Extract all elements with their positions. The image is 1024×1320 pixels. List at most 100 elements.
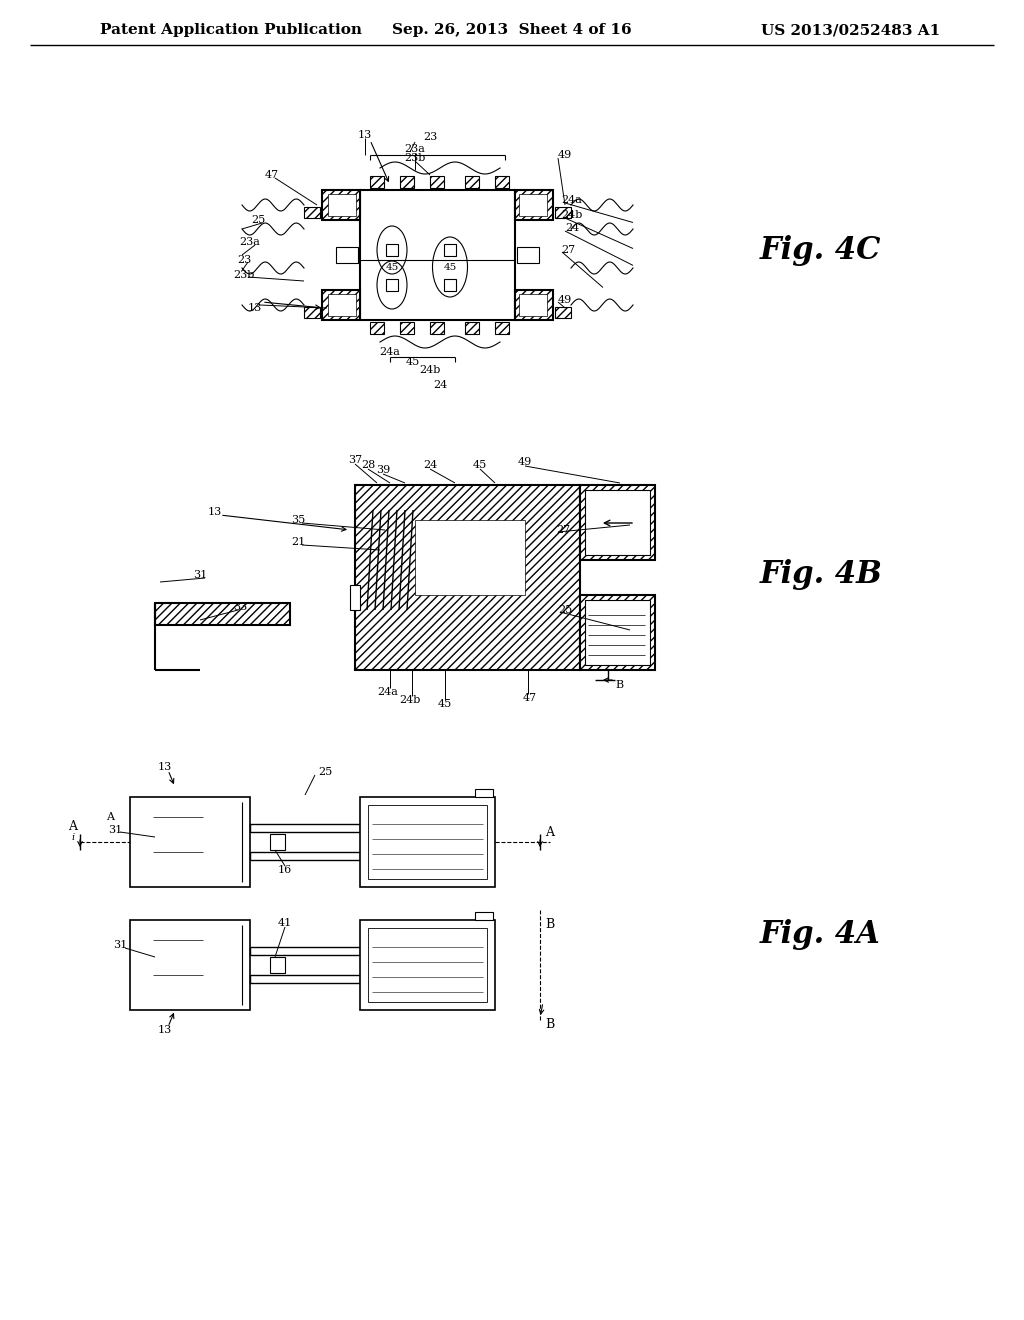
Bar [400, 176, 414, 187]
Text: 13: 13 [158, 1026, 172, 1035]
Bar [322, 290, 360, 319]
Text: 25: 25 [558, 605, 572, 615]
Bar [555, 207, 571, 218]
Bar [304, 207, 319, 218]
Bar [415, 520, 525, 595]
Text: i: i [72, 833, 75, 842]
Bar [555, 308, 571, 318]
Text: 24a: 24a [380, 347, 400, 356]
Text: 31: 31 [108, 825, 122, 836]
Text: 37: 37 [348, 455, 362, 465]
Bar [580, 595, 655, 671]
Bar [250, 824, 360, 832]
Text: 31: 31 [113, 940, 127, 950]
Text: 13: 13 [248, 304, 262, 313]
Text: 24: 24 [433, 380, 447, 389]
Text: Sep. 26, 2013  Sheet 4 of 16: Sep. 26, 2013 Sheet 4 of 16 [392, 22, 632, 37]
Text: 13: 13 [158, 762, 172, 772]
Bar [370, 176, 384, 187]
Text: 49: 49 [518, 457, 532, 467]
Bar [270, 957, 285, 973]
Text: 16: 16 [278, 865, 292, 875]
Text: 28: 28 [360, 459, 375, 470]
Bar [475, 912, 493, 920]
Bar [400, 322, 414, 334]
Text: 24b: 24b [561, 210, 583, 220]
Text: A: A [546, 825, 555, 838]
Text: 25: 25 [317, 767, 332, 777]
Bar [515, 190, 553, 220]
Bar [465, 322, 479, 334]
Bar [336, 247, 358, 263]
Text: US 2013/0252483 A1: US 2013/0252483 A1 [761, 22, 940, 37]
Text: Fig. 4C: Fig. 4C [760, 235, 882, 265]
Text: 21: 21 [291, 537, 305, 546]
Text: 47: 47 [523, 693, 537, 704]
Bar [386, 279, 398, 290]
Text: 45: 45 [473, 459, 487, 470]
Bar [250, 946, 360, 954]
Text: 31: 31 [193, 570, 207, 579]
Polygon shape [148, 847, 213, 867]
Text: Fig. 4A: Fig. 4A [760, 920, 881, 950]
Text: Patent Application Publication: Patent Application Publication [100, 22, 362, 37]
Text: 24: 24 [423, 459, 437, 470]
Text: 24b: 24b [419, 366, 440, 375]
Text: 45: 45 [443, 263, 457, 272]
Bar [515, 290, 553, 319]
Bar [495, 322, 509, 334]
Bar [270, 834, 285, 850]
Text: 47: 47 [265, 170, 280, 180]
Bar [360, 190, 515, 319]
Bar [250, 975, 360, 983]
Bar [386, 244, 398, 256]
Text: 27: 27 [561, 246, 575, 255]
Polygon shape [148, 812, 213, 832]
Text: B: B [546, 919, 555, 932]
Text: 35: 35 [291, 515, 305, 525]
Bar [444, 244, 456, 256]
Text: 45: 45 [438, 700, 453, 709]
Bar [430, 322, 444, 334]
Text: 24a: 24a [561, 195, 583, 205]
Polygon shape [148, 935, 213, 954]
Bar [368, 928, 487, 1002]
Bar [355, 484, 580, 671]
Text: Fig. 4B: Fig. 4B [760, 560, 883, 590]
Text: 25: 25 [251, 215, 265, 224]
Text: 13: 13 [208, 507, 222, 517]
Bar [519, 194, 547, 216]
Text: 23: 23 [423, 132, 437, 143]
Bar [475, 789, 493, 797]
Bar [328, 294, 356, 315]
Bar [328, 194, 356, 216]
Text: 33: 33 [232, 602, 247, 612]
Text: 39: 39 [376, 465, 390, 475]
Text: 45: 45 [406, 356, 420, 367]
Text: A: A [69, 820, 78, 833]
Text: 23a: 23a [404, 144, 425, 154]
Text: 24a: 24a [378, 686, 398, 697]
Bar [250, 851, 360, 861]
Bar [580, 484, 655, 560]
Text: 49: 49 [558, 294, 572, 305]
Text: 24: 24 [565, 223, 580, 234]
Bar [517, 247, 539, 263]
Bar [130, 920, 250, 1010]
Bar [155, 603, 290, 624]
Text: B: B [546, 1019, 555, 1031]
Bar [322, 190, 360, 220]
Text: 49: 49 [558, 150, 572, 160]
Bar [360, 920, 495, 1010]
Text: 24b: 24b [399, 696, 421, 705]
Bar [130, 797, 250, 887]
Text: 23b: 23b [404, 153, 426, 162]
Bar [495, 176, 509, 187]
Bar [430, 176, 444, 187]
Bar [465, 176, 479, 187]
Bar [519, 294, 547, 315]
Bar [444, 279, 456, 290]
Bar [370, 322, 384, 334]
Text: 13: 13 [357, 129, 372, 140]
Text: B: B [615, 680, 624, 690]
